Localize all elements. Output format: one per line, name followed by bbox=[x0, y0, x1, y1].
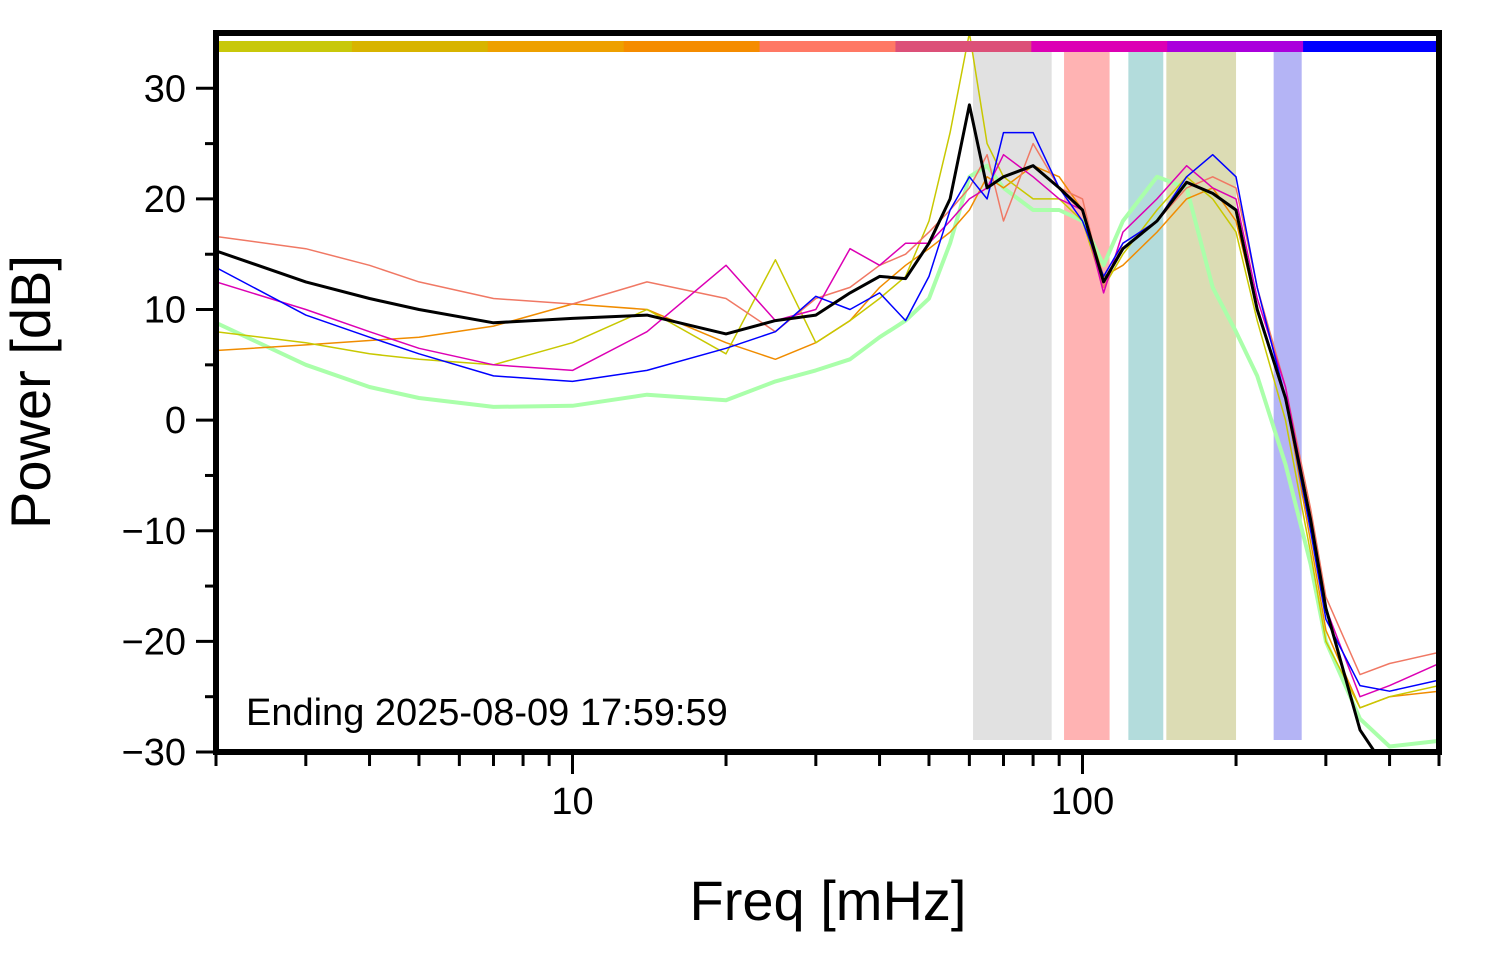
x-tick-label: 100 bbox=[1051, 781, 1114, 823]
series-line bbox=[216, 131, 1439, 692]
frequency-band bbox=[1128, 52, 1164, 740]
color-bar-segment bbox=[216, 41, 353, 52]
series-line bbox=[216, 153, 1439, 698]
series-line bbox=[216, 33, 1439, 709]
frequency-band bbox=[1166, 52, 1237, 740]
x-axis-label: Freq [mHz] bbox=[690, 869, 967, 932]
series-line bbox=[216, 164, 1439, 709]
y-tick-label: 0 bbox=[165, 400, 186, 442]
color-bar-segment bbox=[759, 41, 896, 52]
color-bar-segment bbox=[1031, 41, 1168, 52]
color-bar-segment bbox=[623, 41, 761, 52]
frequency-band bbox=[1064, 52, 1110, 740]
series-line bbox=[216, 163, 1439, 749]
color-bar-segment bbox=[895, 41, 1032, 52]
color-bar-segment bbox=[351, 41, 489, 52]
x-tick-label: 10 bbox=[551, 781, 593, 823]
series-line bbox=[216, 142, 1439, 676]
y-tick-label: −10 bbox=[122, 511, 186, 553]
color-bar-segment bbox=[487, 41, 625, 52]
y-tick-label: −30 bbox=[122, 732, 186, 774]
y-tick-label: 10 bbox=[144, 290, 186, 332]
y-axis-label: Power [dB] bbox=[0, 255, 62, 529]
y-tick-label: 20 bbox=[144, 179, 186, 221]
plot-frame bbox=[213, 30, 1442, 755]
y-tick-label: −20 bbox=[122, 621, 186, 663]
y-tick-label: 30 bbox=[144, 68, 186, 110]
annotation: Ending 2025-08-09 17:59:59 bbox=[246, 692, 728, 734]
series-line bbox=[216, 103, 1377, 752]
color-bar-segment bbox=[1167, 41, 1304, 52]
color-bar-segment bbox=[1303, 41, 1440, 52]
